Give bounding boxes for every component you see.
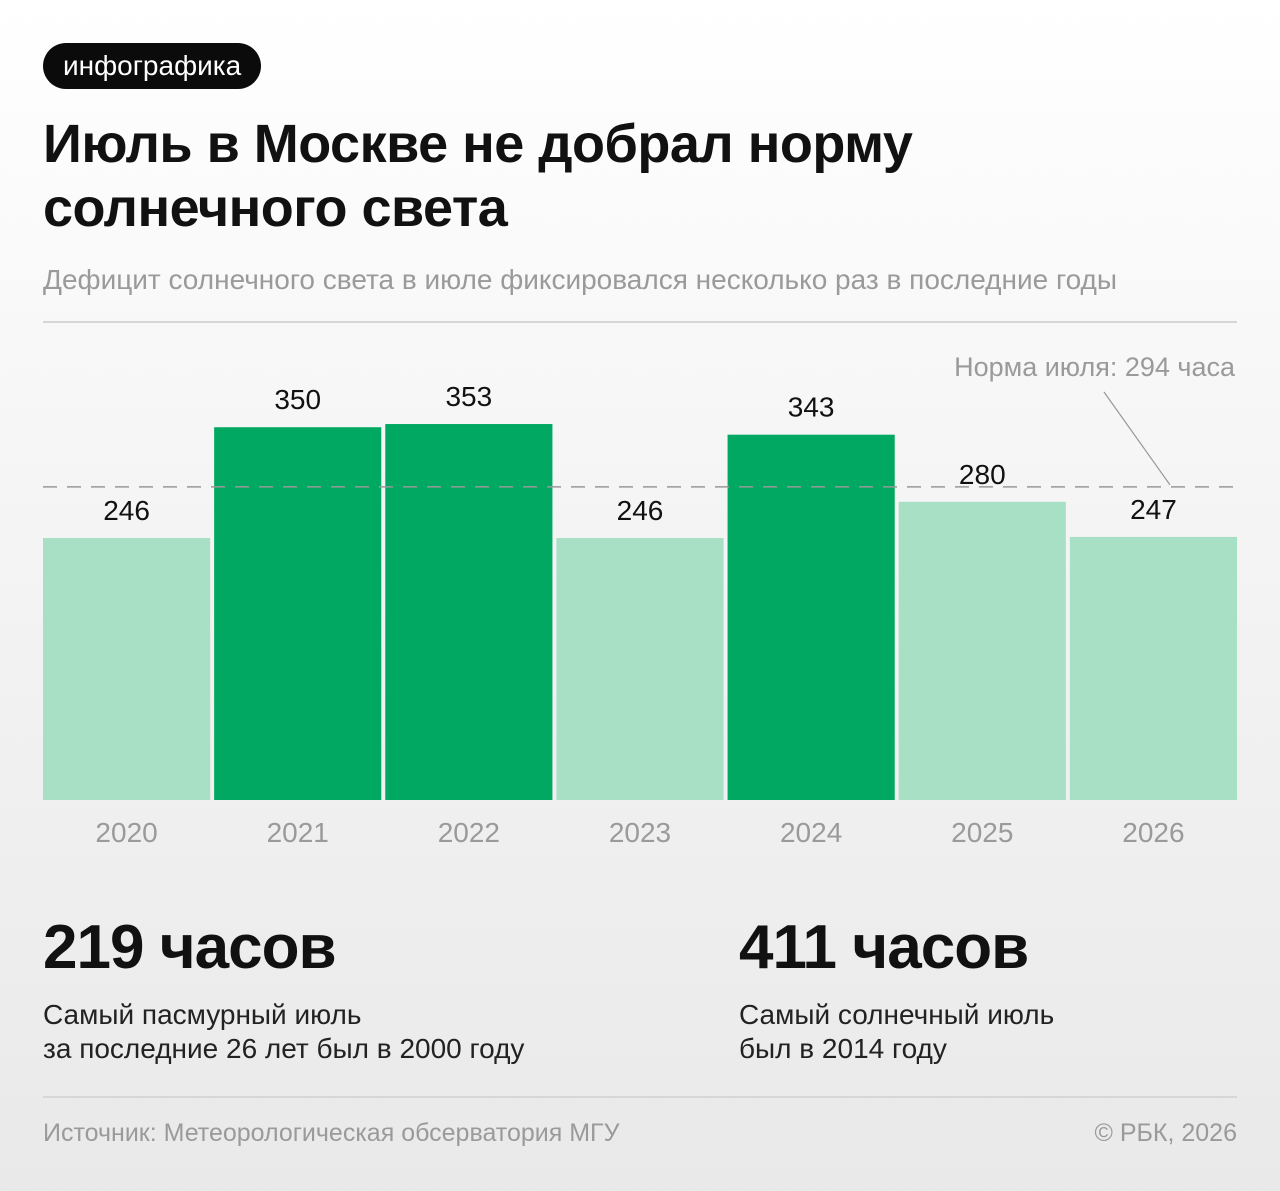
data-label-2026: 247 bbox=[1130, 494, 1177, 525]
x-tick-label-2026: 2026 bbox=[1122, 817, 1184, 848]
stat-max-description-line: Самый солнечный июль bbox=[739, 999, 1055, 1030]
page-subtitle: Дефицит солнечного света в июле фиксиров… bbox=[43, 264, 1117, 295]
bar-chart: 246 2020 350 2021 353 2022 246 2023 343 2024 280 20… bbox=[43, 352, 1237, 848]
bar-2025 bbox=[898, 501, 1066, 800]
data-label-2024: 343 bbox=[788, 392, 835, 423]
bar-2021 bbox=[214, 427, 382, 800]
bar-2026 bbox=[1069, 536, 1237, 800]
bar-2023 bbox=[556, 538, 724, 800]
stat-max-description: Самый солнечный июль был в 2014 году bbox=[739, 998, 1280, 1066]
bar-2022 bbox=[385, 424, 553, 800]
infographic-badge: инфографика bbox=[43, 43, 262, 89]
copyright: © РБК, 2026 bbox=[1094, 1119, 1237, 1147]
bottom-divider bbox=[43, 1096, 1237, 1098]
x-tick-label-2025: 2025 bbox=[951, 817, 1013, 848]
x-tick-label-2024: 2024 bbox=[780, 817, 842, 848]
data-label-2025: 280 bbox=[959, 459, 1006, 490]
bar-2024 bbox=[727, 434, 895, 800]
data-label-2020: 246 bbox=[103, 495, 150, 526]
top-divider bbox=[43, 321, 1237, 323]
stat-min-description-line: за последние 26 лет был в 2000 году bbox=[43, 1033, 525, 1064]
data-label-2023: 246 bbox=[617, 495, 664, 526]
data-label-2021: 350 bbox=[274, 384, 321, 415]
x-tick-label-2023: 2023 bbox=[609, 817, 671, 848]
stat-max-value: 411 часов bbox=[739, 913, 1029, 982]
x-tick-label-2020: 2020 bbox=[95, 817, 157, 848]
bar-2020 bbox=[43, 538, 211, 800]
stat-min-description-line: Самый пасмурный июль bbox=[43, 999, 362, 1030]
x-tick-label-2022: 2022 bbox=[438, 817, 500, 848]
stat-min-value: 219 часов bbox=[43, 913, 337, 982]
x-tick-label-2021: 2021 bbox=[267, 817, 329, 848]
page-title: Июль в Москве не добрал норму солнечного… bbox=[43, 114, 913, 238]
data-label-2022: 353 bbox=[445, 381, 492, 412]
norm-callout-leader bbox=[1103, 391, 1171, 486]
stat-min-description: Самый пасмурный июль за последние 26 лет… bbox=[43, 998, 683, 1066]
stat-max-description-line: был в 2014 году bbox=[739, 1033, 947, 1064]
norm-reference-label: Норма июля: 294 часа bbox=[954, 352, 1236, 382]
source-note: Источник: Метеорологическая обсерватория… bbox=[43, 1119, 620, 1147]
